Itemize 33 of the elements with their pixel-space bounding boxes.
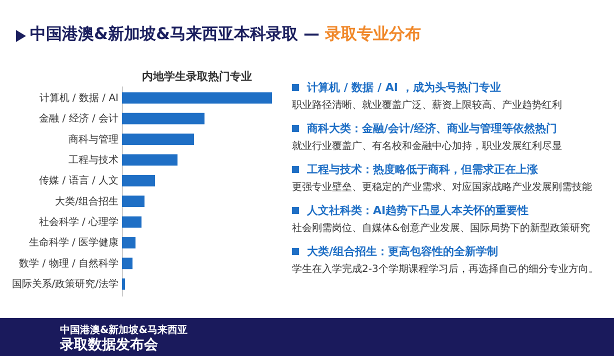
bar (122, 174, 155, 186)
y-tick-label: 国际关系/政策研究/法学 (12, 278, 118, 290)
text: 更强专业壁垒、更稳定的产业需求、对应国家战略产业发展刚需技能 (292, 180, 593, 194)
bar (122, 112, 204, 124)
bar (122, 237, 136, 248)
text: 大类/组合招生：更高包容性的全新学制 (307, 245, 498, 258)
bar (122, 154, 178, 166)
bar (122, 134, 194, 145)
text: 就业行业覆盖广、有名校和金融中心加持，职业发展红利尽显 (292, 140, 563, 153)
text: 社会刚需岗位、自媒体&创意产业发展、国际局势下的新型政策研究 (292, 222, 591, 235)
text: 计算机 / 数据 / AI ，成为头号热门专业 (307, 81, 501, 94)
y-tick-label: 大类/组合招生 (55, 195, 118, 208)
y-tick-label: 商科与管理 (68, 133, 118, 146)
bar (122, 216, 142, 228)
text: 学生在入学完成2-3个学期课程学习后，再选择自己的细分专业方向。 (292, 262, 600, 276)
y-tick-label: 数学 / 物理 / 自然科学 (19, 257, 118, 270)
chart-title: 内地学生录取热门专业 (142, 70, 252, 83)
y-tick-label: 金融 / 经济 / 会计 (39, 112, 118, 125)
text: 商科大类：金融/会计/经济、商业与管理等依然热门 (307, 122, 558, 135)
y-tick-label: 工程与技术 (68, 154, 118, 166)
text: 职业路径清晰、就业覆盖广泛、薪资上限较高、产业趋势红利 (292, 98, 563, 112)
y-tick-label: 计算机 / 数据 / AI (39, 92, 118, 104)
footer-banner: 中国港澳&新加坡&马来西亚 录取数据发布会 (0, 318, 614, 356)
bar (122, 258, 132, 270)
y-tick-label: 生命科学 / 医学健康 (28, 236, 118, 249)
y-tick-label: 社会科学 / 心理学 (38, 216, 118, 228)
bar (122, 278, 125, 290)
bar (122, 196, 144, 208)
bar (122, 92, 272, 104)
chart-subtitle: 中国港澳&新加坡&马来西亚本科录取 — 录取专业分布 (30, 24, 422, 45)
text: 工程与技术：热度略低于商科，但需求正在上涨 (307, 163, 538, 176)
text: 人文社科类：AI趋势下凸显人本关怀的重要性 (307, 204, 529, 217)
y-tick-label: 传媒 / 语言 / 人文 (39, 174, 118, 187)
